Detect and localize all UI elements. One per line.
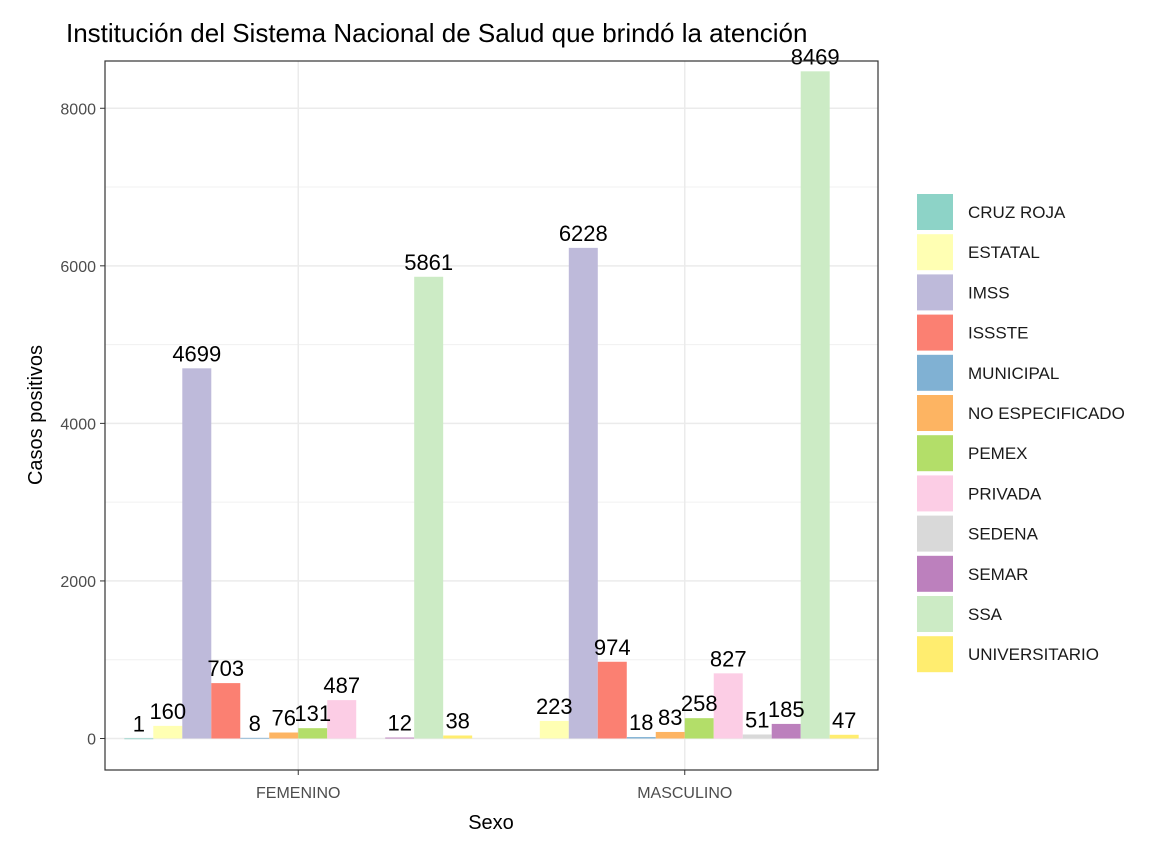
y-tick-label: 2000	[60, 574, 96, 591]
bar	[626, 737, 656, 739]
data-label: 223	[536, 694, 573, 719]
bar	[443, 735, 473, 739]
data-label: 487	[323, 673, 360, 698]
data-label: 12	[387, 711, 411, 736]
x-axis-title: Sexo	[468, 812, 514, 834]
legend-label: ESTATAL	[968, 243, 1040, 262]
bar	[385, 737, 415, 739]
data-label: 160	[149, 699, 186, 724]
bar	[800, 71, 830, 739]
bar	[539, 720, 569, 739]
bar	[829, 734, 859, 739]
data-label: 1	[133, 711, 145, 736]
data-label: 5861	[404, 250, 453, 275]
legend-key	[917, 314, 953, 351]
bar	[414, 276, 444, 739]
data-label: 51	[745, 707, 769, 732]
data-label: 131	[294, 701, 331, 726]
y-tick-label: 4000	[60, 416, 96, 433]
data-label: 974	[594, 635, 631, 660]
data-label: 258	[681, 691, 718, 716]
data-label: 8469	[791, 44, 840, 69]
y-tick-label: 6000	[60, 259, 96, 276]
bar	[713, 673, 743, 739]
x-tick-label: FEMENINO	[256, 785, 340, 802]
data-label: 76	[272, 706, 296, 731]
legend-key	[917, 596, 953, 632]
bar	[211, 683, 241, 739]
bar	[240, 737, 270, 739]
legend-label: MUNICIPAL	[968, 364, 1059, 383]
data-label: 8	[249, 711, 261, 736]
legend-key	[917, 515, 953, 552]
legend-label: IMSS	[968, 283, 1010, 302]
bar	[269, 732, 299, 739]
legend-label: SEMAR	[968, 565, 1028, 584]
bar	[124, 738, 154, 740]
legend-key	[917, 395, 953, 431]
y-tick-label: 0	[87, 731, 96, 748]
legend-label: SSA	[968, 605, 1003, 624]
legend-label: PEMEX	[968, 444, 1028, 463]
data-label: 4699	[172, 341, 221, 366]
panel-border	[104, 60, 879, 771]
data-label: 18	[629, 710, 653, 735]
chart-title: Institución del Sistema Nacional de Salu…	[66, 18, 807, 48]
legend-key	[917, 354, 953, 391]
bar	[298, 728, 328, 739]
bar	[742, 734, 772, 739]
legend-key	[917, 274, 953, 311]
bar	[684, 718, 714, 739]
data-label: 83	[658, 705, 682, 730]
legend-label: ISSSTE	[968, 324, 1028, 343]
bar	[771, 723, 801, 739]
data-label: 703	[207, 656, 244, 681]
data-label: 47	[832, 708, 856, 733]
bar	[327, 700, 357, 739]
bar	[153, 725, 183, 739]
legend-label: CRUZ ROJA	[968, 203, 1066, 222]
y-tick-label: 8000	[60, 101, 96, 118]
legend-key	[917, 475, 953, 512]
bar	[597, 661, 627, 739]
legend-label: UNIVERSITARIO	[968, 645, 1099, 664]
bar	[655, 731, 685, 739]
data-label: 827	[710, 646, 747, 671]
legend-label: PRIVADA	[968, 484, 1042, 503]
legend-key	[917, 555, 953, 592]
bar	[182, 368, 212, 739]
legend-label: NO ESPECIFICADO	[968, 404, 1125, 423]
legend-key	[917, 234, 953, 271]
legend-key	[917, 194, 953, 230]
panel-background	[105, 61, 878, 770]
legend-key	[917, 435, 953, 472]
data-label: 6228	[559, 221, 608, 246]
data-label: 38	[445, 708, 469, 733]
legend: CRUZ ROJA ESTATAL IMSS ISSSTE MUNICIPAL NO ES…	[917, 194, 1125, 673]
legend-label: SEDENA	[968, 525, 1039, 544]
x-tick-label: MASCULINO	[637, 785, 732, 802]
data-label: 185	[768, 697, 805, 722]
legend-key	[917, 636, 953, 673]
y-axis-title: Casos positivos	[25, 345, 47, 485]
bar	[568, 247, 598, 739]
